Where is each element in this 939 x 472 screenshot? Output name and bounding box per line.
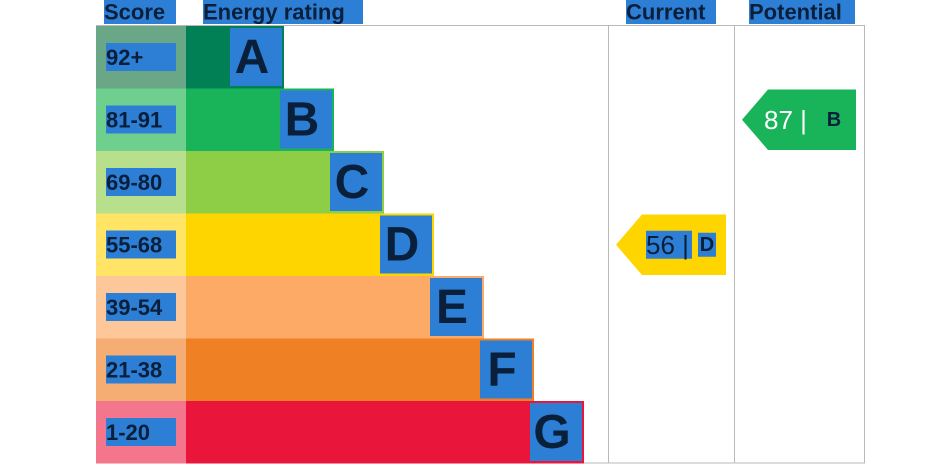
score-label-c: 69-80 [106, 170, 162, 195]
score-label-b: 81-91 [106, 107, 162, 132]
score-label-g: 1-20 [106, 420, 150, 445]
band-letter-g: G [533, 406, 570, 459]
band-letter-a: A [235, 31, 270, 84]
band-bar-f [186, 338, 534, 401]
header-energy-rating: Energy rating [203, 0, 345, 25]
current-letter-highlight [698, 232, 716, 257]
band-letter-b: B [285, 93, 320, 146]
header-score: Score [104, 0, 165, 25]
band-letter-e: E [436, 281, 468, 334]
band-letter-highlight-f [480, 340, 532, 399]
score-label-e: 39-54 [106, 295, 163, 320]
score-label-highlight-e [106, 293, 176, 321]
header-current: Current [626, 0, 706, 25]
score-label-a: 92+ [106, 45, 143, 70]
potential-value: 87 | [764, 105, 807, 135]
band-letter-highlight-g [530, 403, 582, 461]
potential-rating-arrow [742, 89, 856, 150]
band-letter-highlight-d [380, 215, 432, 274]
band-letter-highlight-e [430, 278, 482, 336]
band-letter-highlight-b [280, 90, 332, 149]
score-label-highlight-c [106, 168, 176, 196]
score-label-highlight-a [106, 43, 176, 71]
score-label-highlight-d [106, 230, 176, 259]
header-potential-highlight [749, 0, 855, 24]
band-letter-f: F [487, 343, 516, 396]
header-potential: Potential [749, 0, 842, 25]
score-label-highlight-b [106, 105, 176, 134]
score-label-d: 55-68 [106, 232, 162, 257]
band-letter-highlight-a [230, 28, 282, 86]
score-label-highlight-g [106, 418, 176, 446]
header-energy-rating-highlight [203, 0, 363, 24]
header-current-highlight [626, 0, 716, 24]
band-bar-g [186, 401, 584, 464]
current-letter: D [700, 234, 714, 256]
potential-letter: B [827, 109, 841, 131]
band-letter-highlight-c [330, 153, 382, 211]
band-letter-d: D [385, 218, 420, 271]
current-value: 56 | [646, 230, 689, 260]
current-value-highlight [646, 230, 692, 259]
score-label-highlight-f [106, 355, 176, 384]
band-letter-c: C [335, 156, 370, 209]
score-label-f: 21-38 [106, 357, 162, 382]
header-score-highlight [104, 0, 176, 24]
